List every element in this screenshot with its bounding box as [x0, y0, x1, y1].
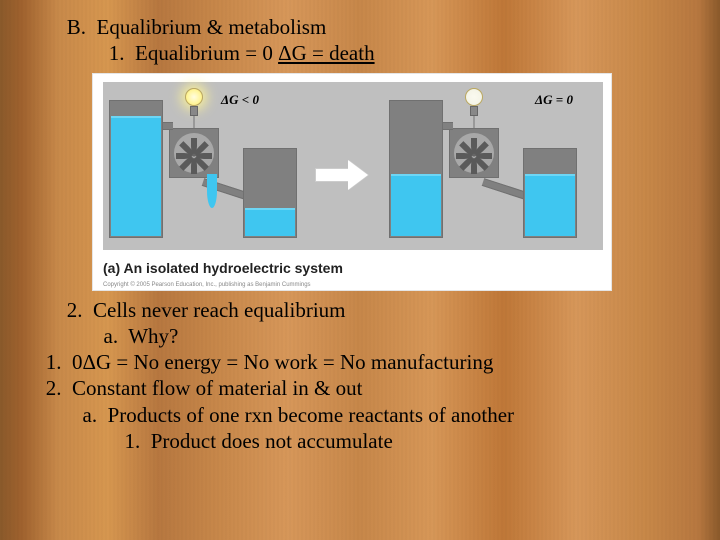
item-2a: a. Why?: [30, 323, 690, 349]
item-2-2: 2. Constant flow of material in & out: [30, 375, 690, 401]
label-dg-right: ΔG = 0: [535, 92, 573, 108]
transition-arrow: [315, 160, 369, 190]
right-bulb: [465, 88, 483, 106]
heading-b: B. Equalibrium & metabolism: [30, 14, 690, 40]
item-2-2a1: 1. Product does not accumulate: [30, 428, 690, 454]
label-dg-left: ΔG < 0: [221, 92, 259, 108]
item-2-2-text: 2. Constant flow of material in & out: [46, 376, 363, 400]
item-2-2a-text: a. Products of one rxn become reactants …: [83, 403, 515, 427]
right-short-water: [525, 174, 575, 236]
diagram-figure: ΔG < 0: [92, 73, 612, 291]
left-fan: [178, 137, 210, 169]
left-bulb: [185, 88, 203, 106]
item-b1-text: 1. Equalibrium = 0: [109, 41, 278, 65]
right-bulb-base: [470, 106, 478, 116]
item-2: 2. Cells never reach equalibrium: [30, 297, 690, 323]
item-2-text: 2. Cells never reach equalibrium: [67, 298, 346, 322]
right-bulb-stem: [473, 116, 475, 128]
item-b1-dg: ΔG = death: [278, 41, 375, 65]
left-bulb-stem: [193, 116, 195, 128]
right-pump-housing: [449, 128, 499, 178]
item-2-1: 1. 0ΔG = No energy = No work = No manufa…: [30, 349, 690, 375]
left-tall-water: [111, 116, 161, 236]
left-bulb-base: [190, 106, 198, 116]
diagram-copyright: Copyright © 2005 Pearson Education, Inc.…: [103, 282, 311, 288]
left-short-water: [245, 208, 295, 236]
left-water-spill: [207, 174, 217, 208]
heading-b-text: B. Equalibrium & metabolism: [67, 15, 327, 39]
diagram-caption: (a) An isolated hydroelectric system: [103, 260, 343, 276]
right-upper-pipe: [443, 122, 453, 130]
item-2a-text: a. Why?: [104, 324, 179, 348]
item-2-2a1-text: 1. Product does not accumulate: [125, 429, 393, 453]
item-2-1-text: 1. 0ΔG = No energy = No work = No manufa…: [46, 350, 494, 374]
diagram-panel: ΔG < 0: [103, 82, 603, 250]
item-b1: 1. Equalibrium = 0 ΔG = death: [30, 40, 690, 66]
right-fan: [458, 137, 490, 169]
right-tall-water: [391, 174, 441, 236]
left-pump-housing: [169, 128, 219, 178]
item-2-2a: a. Products of one rxn become reactants …: [30, 402, 690, 428]
left-upper-pipe: [163, 122, 173, 130]
